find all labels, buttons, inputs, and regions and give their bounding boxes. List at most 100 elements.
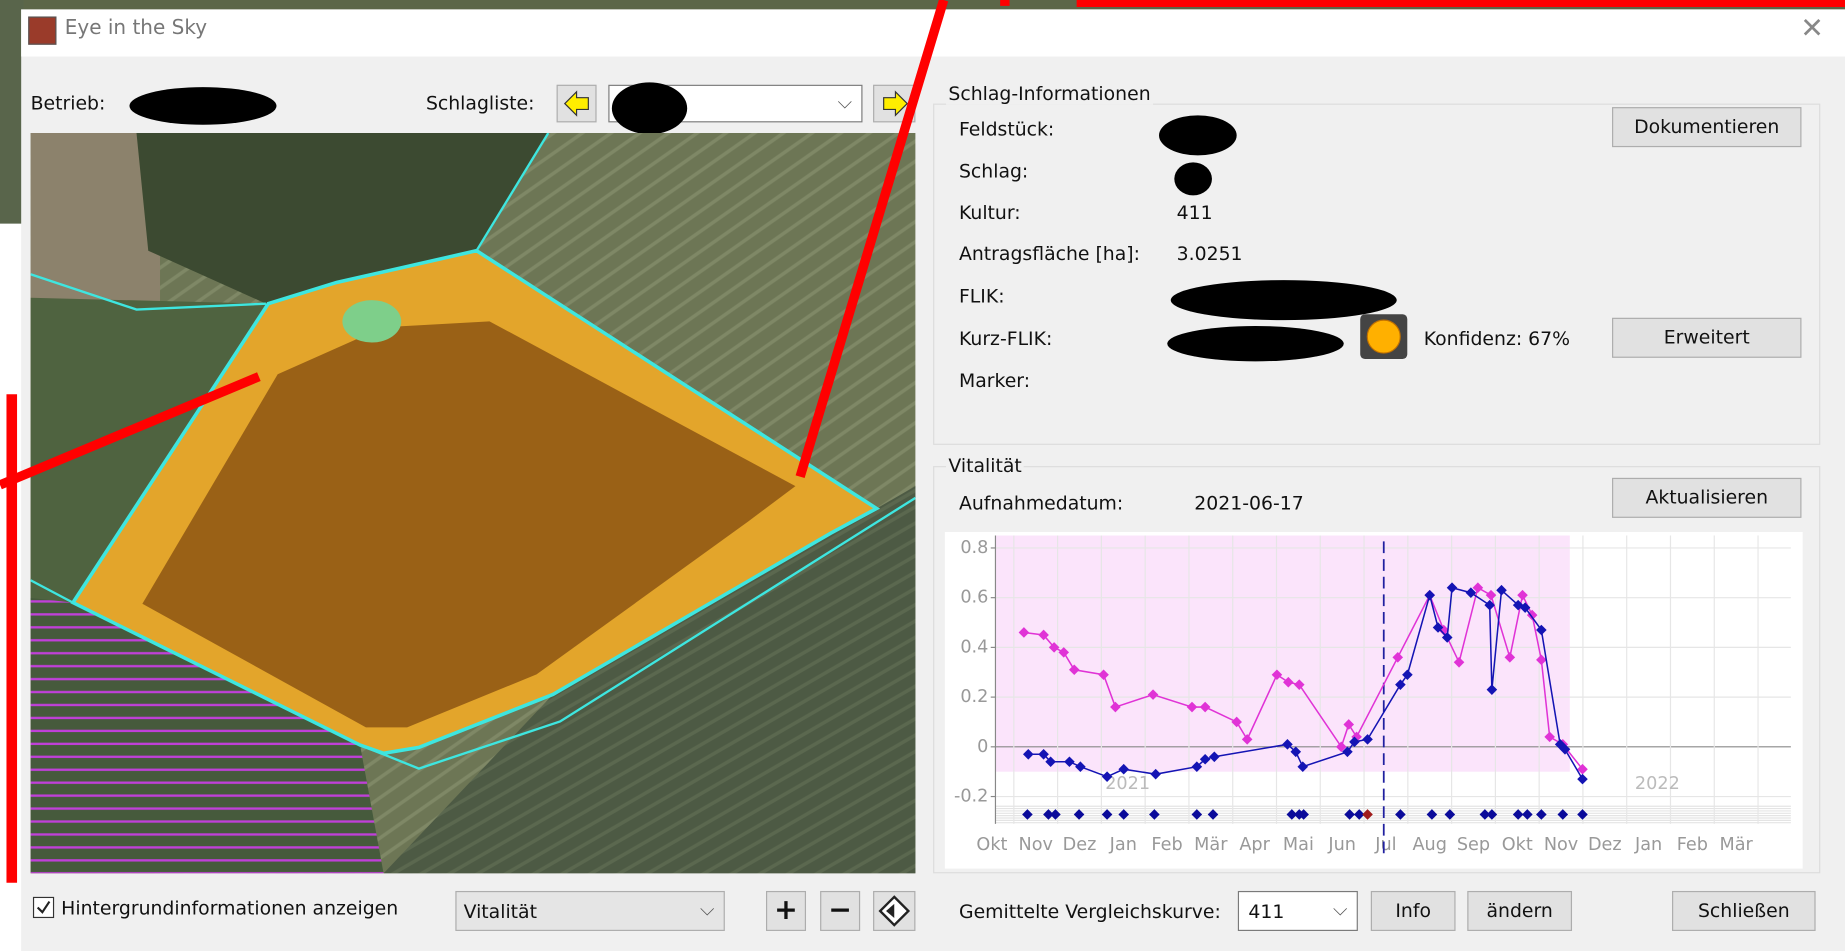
acquisition-marker [1073, 809, 1085, 820]
app-icon [28, 16, 57, 45]
extent-icon [878, 895, 911, 927]
map-forest [136, 132, 549, 304]
data-point [1559, 744, 1571, 755]
confidence-icon [1360, 314, 1408, 359]
zoom-out-button[interactable]: − [820, 890, 861, 931]
zoom-extent-button[interactable] [873, 890, 916, 931]
arrow-icon [563, 90, 589, 117]
x-tick-label: Aug [1412, 835, 1446, 855]
label: Antragsfläche [ha]: [958, 242, 1140, 265]
y-tick-label: 0.4 [960, 637, 988, 657]
x-tick-label: Jan [1109, 835, 1137, 855]
boundary-line [475, 132, 550, 252]
field-vitality [342, 300, 402, 343]
data-point [1293, 679, 1305, 690]
redaction [1159, 115, 1237, 156]
data-point [1484, 599, 1495, 611]
button[interactable]: Erweitert [1612, 317, 1802, 358]
acquisition-marker [1444, 809, 1456, 820]
redaction [1167, 326, 1344, 362]
y-tick-label: 0 [977, 737, 988, 757]
dropdown-icon: ⌵ [699, 898, 715, 921]
acquisition-marker [1522, 809, 1533, 820]
button[interactable]: Schließen [1672, 890, 1816, 931]
button[interactable]: Aktualisieren [1612, 477, 1802, 518]
acquisition-marker [1149, 809, 1160, 820]
label: Schlag: [958, 160, 1029, 183]
shaded-period [995, 535, 1570, 772]
checkbox[interactable] [32, 896, 55, 919]
select-value: Vitalität [463, 900, 537, 923]
redaction [1174, 162, 1212, 196]
desktop-background [0, 0, 24, 224]
y-tick-label: 0.2 [960, 687, 988, 707]
data-point [1349, 736, 1360, 748]
checkbox-label[interactable]: Hintergrundinformationen anzeigen [61, 896, 399, 920]
y-tick-label: -0.2 [954, 787, 988, 807]
year-label: 2022 [1635, 774, 1680, 794]
x-tick-label: Feb [1677, 835, 1708, 855]
data-point [1519, 602, 1531, 613]
x-tick-label: Jul [1374, 835, 1396, 855]
x-tick-label: Mär [1720, 835, 1754, 855]
button[interactable]: ändern [1467, 890, 1573, 931]
label: Feldstück: [958, 117, 1055, 141]
data-point [1038, 629, 1049, 641]
acquisition-marker [1486, 809, 1498, 820]
label: Schlagliste: [425, 91, 535, 115]
label: Gemittelte Vergleichskurve: [958, 900, 1221, 923]
x-tick-label: Feb [1151, 835, 1182, 855]
group-title: Schlag-Informationen [946, 82, 1153, 105]
x-tick-label: Okt [976, 835, 1007, 855]
acquisition-marker [1050, 809, 1061, 820]
value: 411 [1176, 201, 1213, 224]
select-value: 411 [1248, 900, 1285, 923]
data-point [1424, 589, 1436, 601]
x-tick-label: Dez [1588, 835, 1622, 855]
data-point [1465, 587, 1477, 598]
data-point [1432, 622, 1444, 633]
data-point [1118, 763, 1130, 775]
data-point [1064, 756, 1075, 768]
comparison-select[interactable]: 411 ⌵ [1237, 890, 1358, 931]
acquisition-marker [1022, 809, 1033, 820]
layer-select[interactable]: Vitalität ⌵ [455, 890, 725, 931]
x-tick-label: Nov [1019, 835, 1053, 855]
acquisition-marker [1118, 809, 1130, 820]
boundary-line [30, 273, 266, 311]
boundary-line [30, 579, 74, 604]
acquisition-marker [1426, 809, 1438, 820]
label: Kurz-FLIK: [958, 327, 1053, 350]
button[interactable]: Info [1370, 890, 1456, 931]
button[interactable]: Dokumentieren [1612, 107, 1802, 148]
value: 2021-06-17 [1194, 491, 1304, 515]
map-hatched-area [30, 597, 384, 874]
x-tick-label: Okt [1502, 835, 1533, 855]
field-vitality [142, 321, 796, 728]
group-title: Vitalität [946, 454, 1025, 477]
redaction [611, 82, 688, 135]
window-title: Eye in the Sky [64, 16, 208, 41]
acquisition-marker [1101, 809, 1113, 820]
x-tick-label: Nov [1544, 835, 1578, 855]
x-tick-label: Mär [1194, 835, 1228, 855]
map[interactable] [30, 132, 916, 874]
data-point [1068, 664, 1080, 676]
close-icon[interactable]: ✕ [1800, 11, 1824, 45]
data-point [1395, 679, 1406, 690]
label: FLIK: [958, 284, 1005, 308]
data-point [1290, 746, 1302, 758]
zoom-in-button[interactable]: + [766, 890, 807, 931]
x-tick-label: Sep [1457, 835, 1490, 855]
x-tick-label: Jun [1327, 835, 1356, 855]
data-point [1577, 763, 1588, 775]
prev-button[interactable] [556, 84, 597, 123]
acquisition-marker [1577, 809, 1588, 820]
x-tick-label: Mai [1283, 835, 1314, 855]
data-point [1271, 669, 1283, 681]
data-point [1048, 642, 1060, 653]
redaction [1170, 280, 1397, 321]
value: 3.0251 [1176, 242, 1243, 265]
label: Marker: [958, 369, 1031, 392]
